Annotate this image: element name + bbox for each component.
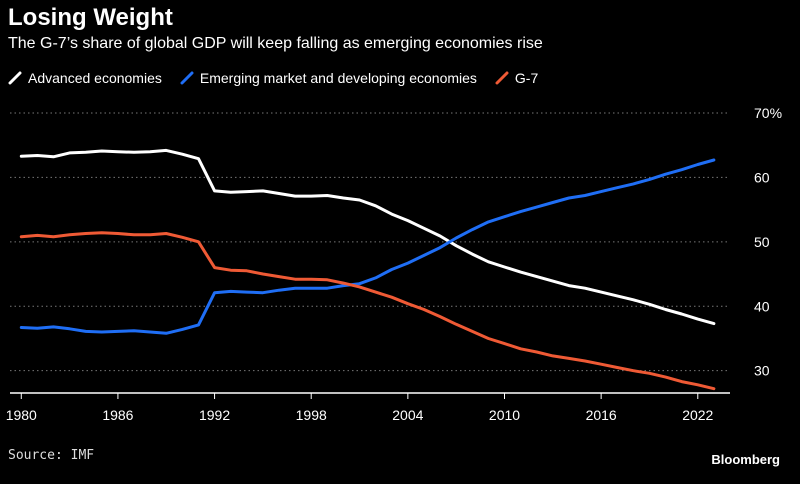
y-tick-label-40: 40: [754, 298, 770, 314]
legend-swatch-g7: [495, 71, 509, 85]
series-line-advanced-economies: [19, 148, 716, 326]
x-tick-label-1992: 1992: [199, 407, 230, 423]
legend-item-advanced: Advanced economies: [8, 70, 162, 86]
x-tick-label-2022: 2022: [682, 407, 713, 423]
y-tick-label-70: 70%: [754, 105, 782, 121]
legend-swatch-advanced: [8, 71, 22, 85]
y-tick-label-60: 60: [754, 169, 770, 185]
legend-label-advanced: Advanced economies: [28, 70, 162, 86]
chart-title: Losing Weight: [8, 4, 173, 31]
x-tick-label-1986: 1986: [102, 407, 133, 423]
source-note: Source: IMF: [8, 448, 95, 463]
grid-layer: [10, 112, 730, 372]
x-tick-label-2004: 2004: [392, 407, 423, 423]
series-layer: [19, 148, 716, 391]
legend-item-g7: G-7: [495, 70, 538, 86]
x-tick-label-2010: 2010: [489, 407, 520, 423]
legend-item-emerging: Emerging market and developing economies: [180, 70, 477, 86]
y-tick-label-50: 50: [754, 234, 770, 250]
x-tick-label-1980: 1980: [6, 407, 37, 423]
brand-logo: Bloomberg: [711, 452, 780, 467]
legend-label-g7: G-7: [514, 70, 539, 86]
chart-subtitle: The G-7’s share of global GDP will keep …: [8, 35, 543, 52]
legend-swatch-emerging: [180, 71, 194, 85]
axis-layer: 30 40 50 60 70% 1980 1986 1992 1998 2004 2010 2016 2…: [6, 105, 782, 423]
series-line-g7: [19, 231, 716, 391]
x-tick-label-2016: 2016: [586, 407, 617, 423]
y-tick-label-30: 30: [754, 363, 770, 379]
chart-legend: Advanced economies Emerging market and d…: [8, 68, 556, 88]
series-line-emerging-economies: [19, 158, 716, 335]
legend-label-emerging: Emerging market and developing economies: [199, 70, 477, 86]
x-tick-label-1998: 1998: [296, 407, 327, 423]
